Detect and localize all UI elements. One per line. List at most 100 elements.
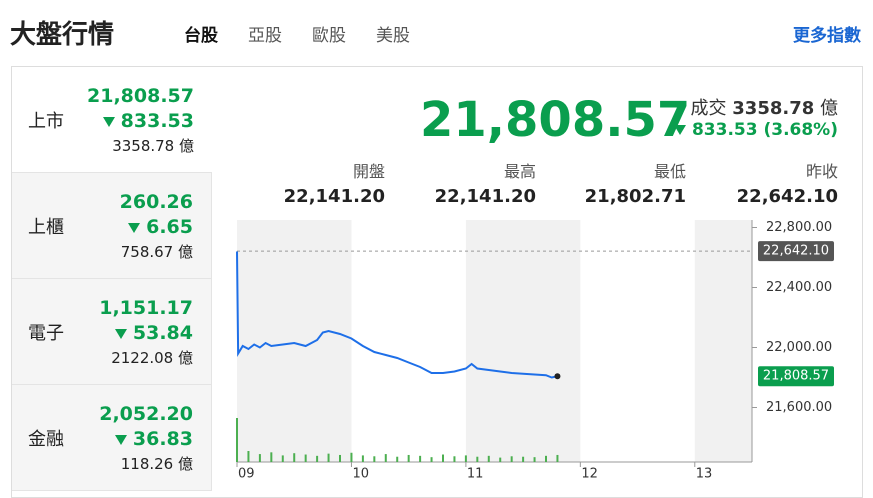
volume-bar [304, 454, 307, 462]
down-icon [114, 329, 127, 339]
stat-value: 21,802.71 [584, 186, 686, 207]
market-value: 21,808.57 [87, 85, 194, 107]
stat: 最高 22,141.20 [396, 158, 536, 207]
market-volume: 758.67 億 [120, 243, 193, 261]
market-row[interactable]: 金融 2,052.20 36.83 118.26 億 [12, 385, 212, 491]
market-row[interactable]: 上市 21,808.57 833.53 3358.78 億 [12, 67, 212, 173]
tab[interactable]: 亞股 [248, 26, 282, 46]
market-value: 2,052.20 [99, 403, 193, 425]
last-label-box [758, 366, 834, 387]
change-text: 833.53 [120, 110, 194, 132]
market-value: 260.26 [119, 191, 193, 213]
more-link[interactable]: 更多指數 [793, 26, 861, 46]
turnover-value: 3358.78 [732, 98, 815, 119]
tabs: 台股 亞股 歐股 美股 [184, 21, 410, 46]
stat-value: 22,642.10 [736, 186, 838, 207]
session-band [237, 220, 352, 462]
stat: 昨收 22,642.10 [698, 158, 838, 207]
market-name: 電子 [28, 322, 64, 344]
stat-label: 昨收 [805, 162, 838, 181]
volume-bar [407, 454, 410, 462]
stat-label: 最低 [653, 162, 686, 181]
stat: 最低 21,802.71 [546, 158, 686, 207]
market-list: 上市 21,808.57 833.53 3358.78 億上櫃 260.26 6.65 75… [12, 67, 212, 491]
y-tick-label: 22,400.00 [766, 280, 832, 295]
market-volume: 3358.78 億 [112, 137, 194, 155]
volume-bar [350, 452, 353, 462]
market-change: 833.53 [102, 110, 194, 132]
volume-bar [442, 454, 444, 462]
reference-label-box [758, 241, 834, 262]
x-tick-label: 11 [467, 467, 484, 482]
page-title: 大盤行情 [10, 20, 115, 50]
stat: 開盤 22,141.20 [245, 158, 385, 207]
turnover-label: 成交 [690, 98, 727, 119]
volume-bar [556, 454, 559, 462]
change-text: 6.65 [146, 216, 193, 238]
volume-bar [373, 456, 376, 462]
market-row[interactable]: 電子 1,151.17 53.84 2122.08 億 [12, 279, 212, 385]
change-text: 833.53 (3.68%) [691, 120, 838, 140]
volume-bar [258, 454, 261, 462]
market-name: 金融 [28, 428, 64, 450]
volume-bar [453, 456, 456, 462]
y-tick-label: 22,000.00 [766, 340, 832, 355]
volume-bar [361, 455, 364, 462]
change-text: 53.84 [132, 322, 193, 344]
volume-bar [464, 455, 467, 462]
volume-bar [384, 454, 387, 462]
volume-bar [522, 456, 525, 462]
price-line [236, 251, 558, 379]
turnover-unit: 億 [820, 98, 838, 119]
market-volume: 2122.08 億 [111, 349, 193, 367]
down-icon [114, 435, 127, 445]
x-tick-label: 10 [352, 467, 369, 482]
tab[interactable]: 歐股 [312, 26, 346, 46]
last-label: 21,808.57 [763, 369, 829, 384]
volume-bar [430, 457, 433, 462]
session-band [694, 220, 752, 462]
market-change: 6.65 [128, 216, 193, 238]
volume-bar [316, 455, 319, 462]
last-point [554, 373, 561, 380]
volume-bar [510, 456, 513, 462]
market-change: 36.83 [114, 428, 193, 450]
volume-bar [270, 452, 273, 462]
volume-bar [499, 457, 502, 462]
price: 21,808.57 [420, 92, 691, 148]
volume-bar [327, 453, 330, 462]
tab[interactable]: 美股 [376, 26, 410, 46]
volume-bar [236, 418, 238, 462]
stat-label: 最高 [503, 162, 536, 181]
session-band [465, 220, 581, 462]
volume-bar [281, 455, 284, 462]
tab[interactable]: 台股 [184, 26, 218, 46]
volume-bar [339, 454, 341, 462]
down-icon [673, 125, 686, 135]
volume-bar [293, 453, 296, 462]
price-change: 833.53 (3.68%) [673, 120, 838, 140]
y-tick-label: 22,800.00 [766, 220, 832, 235]
turnover: 成交 3358.78 億 [691, 94, 838, 120]
x-tick-label: 09 [238, 467, 255, 482]
x-tick-label: 13 [696, 467, 713, 482]
market-change: 53.84 [114, 322, 193, 344]
stat-value: 22,141.20 [434, 186, 536, 207]
down-icon [128, 223, 141, 233]
volume-bar [487, 455, 490, 462]
volume-bar [545, 455, 547, 462]
x-tick-label: 12 [581, 467, 598, 482]
reference-label: 22,642.10 [763, 244, 829, 259]
volume-bar [419, 455, 422, 462]
market-value: 1,151.17 [99, 297, 193, 319]
market-row[interactable]: 上櫃 260.26 6.65 758.67 億 [12, 173, 212, 279]
market-name: 上櫃 [28, 216, 64, 238]
volume-bar [476, 456, 479, 462]
volume-bar [533, 457, 536, 462]
market-name: 上市 [28, 110, 64, 132]
volume-bar [396, 456, 399, 462]
stat-label: 開盤 [352, 162, 385, 181]
change-text: 36.83 [132, 428, 193, 450]
